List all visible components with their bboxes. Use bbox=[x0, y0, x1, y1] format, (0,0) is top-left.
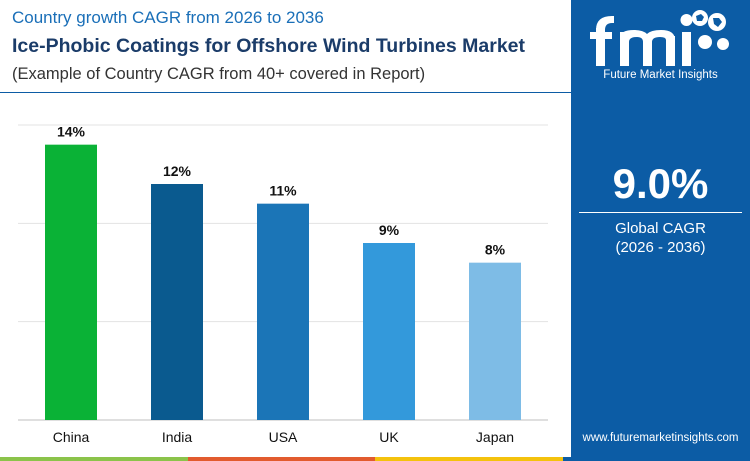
x-tick-label-japan: Japan bbox=[476, 429, 514, 445]
data-label-usa: 11% bbox=[269, 183, 297, 199]
strip-segment bbox=[375, 457, 563, 461]
strip-segment bbox=[0, 457, 188, 461]
global-cagr-label: Global CAGR (2026 - 2036) bbox=[571, 219, 750, 257]
summary-panel: Future Market Insights 9.0% Global CAGR … bbox=[571, 0, 750, 461]
x-tick-label-india: India bbox=[162, 429, 193, 445]
metric-divider bbox=[579, 212, 742, 213]
strip-segment bbox=[562, 457, 750, 461]
website-link[interactable]: www.futuremarketinsights.com bbox=[582, 432, 739, 444]
bar-uk bbox=[363, 243, 415, 420]
strip-segment bbox=[187, 457, 375, 461]
data-label-china: 14% bbox=[57, 124, 86, 140]
header-divider bbox=[0, 92, 571, 93]
bar-china bbox=[45, 144, 97, 420]
data-label-india: 12% bbox=[163, 163, 192, 179]
bar-usa bbox=[257, 203, 309, 420]
global-cagr-value: 9.0% bbox=[612, 160, 709, 207]
x-tick-label-uk: UK bbox=[379, 429, 399, 445]
x-tick-label-usa: USA bbox=[269, 429, 298, 445]
bar-india bbox=[151, 184, 203, 420]
logo-text: Future Market Insights bbox=[603, 69, 718, 81]
bar-japan bbox=[469, 262, 521, 420]
page-title: Ice-Phobic Coatings for Offshore Wind Tu… bbox=[12, 35, 526, 57]
fmi-logo-icon bbox=[590, 10, 729, 66]
global-cagr-period: (2026 - 2036) bbox=[615, 239, 706, 256]
data-label-uk: 9% bbox=[379, 222, 400, 238]
data-label-japan: 8% bbox=[485, 242, 506, 258]
bottom-color-strip bbox=[0, 457, 750, 461]
header-note: (Example of Country CAGR from 40+ covere… bbox=[12, 65, 426, 83]
global-cagr-label-text: Global CAGR bbox=[615, 220, 706, 237]
bar-chart: 14% China 12% India 11% USA 9% UK 8% Japan bbox=[18, 124, 548, 445]
x-tick-label-china: China bbox=[53, 429, 90, 445]
header-subtitle: Country growth CAGR from 2026 to 2036 bbox=[12, 8, 324, 27]
